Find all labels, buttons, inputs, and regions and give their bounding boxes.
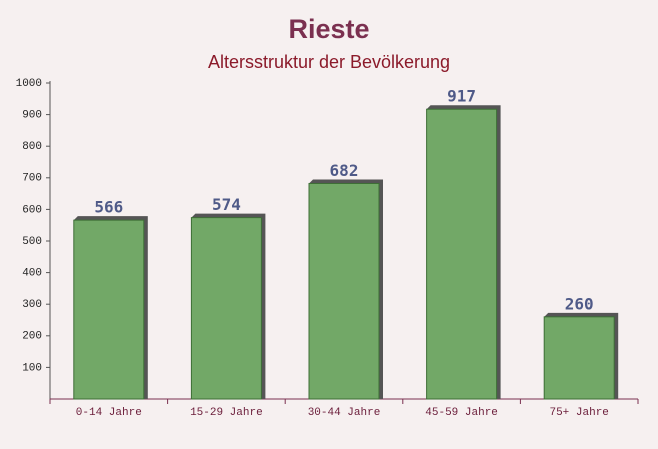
x-tick-label: 45-59 Jahre <box>425 407 498 419</box>
y-tick-label: 1000 <box>16 78 42 90</box>
value-label: 566 <box>94 198 123 217</box>
y-tick-label: 600 <box>22 204 42 216</box>
chart-title: Rieste <box>288 14 369 44</box>
value-label: 260 <box>565 294 594 313</box>
value-label: 917 <box>447 87 476 106</box>
bar <box>190 217 262 400</box>
chart-subtitle: Altersstruktur der Bevölkerung <box>208 52 450 72</box>
y-tick-label: 400 <box>22 268 42 280</box>
bar <box>308 182 380 400</box>
y-tick-label: 800 <box>22 141 42 153</box>
y-tick-label: 200 <box>22 331 42 343</box>
y-tick-label: 500 <box>22 236 42 248</box>
x-tick-label: 15-29 Jahre <box>190 407 263 419</box>
x-tick-label: 0-14 Jahre <box>76 407 142 419</box>
bar <box>426 108 498 400</box>
x-tick-label: 30-44 Jahre <box>308 407 381 419</box>
y-tick-label: 900 <box>22 110 42 122</box>
y-tick-label: 700 <box>22 173 42 185</box>
y-tick-label: 300 <box>22 299 42 311</box>
value-label: 574 <box>212 195 241 214</box>
value-label: 682 <box>330 161 359 180</box>
bar <box>73 219 145 400</box>
bar <box>543 316 615 400</box>
y-tick-label: 100 <box>22 362 42 374</box>
x-tick-label: 75+ Jahre <box>549 407 608 419</box>
